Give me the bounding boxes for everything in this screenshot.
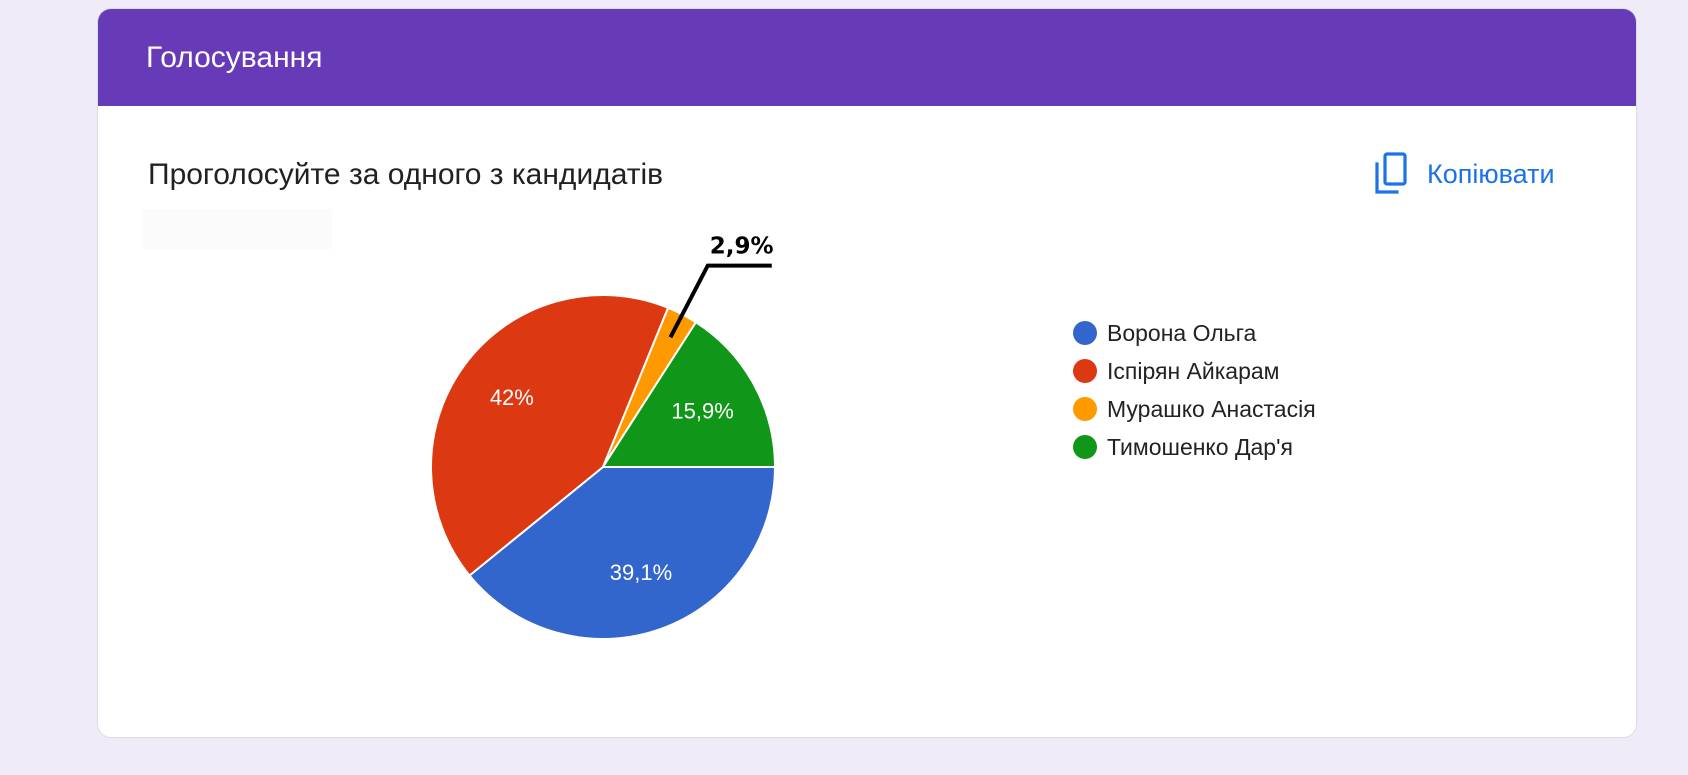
legend-item: Ворона Ольга <box>1073 314 1316 352</box>
legend-label: Мурашко Анастасія <box>1107 395 1316 422</box>
pie-data-label: 39,1% <box>610 560 672 585</box>
pie-slice-1 <box>468 466 777 640</box>
pie-chart: 39,1% 42% 2,9% 15,9% <box>430 234 777 640</box>
pie-slice-2 <box>430 294 670 577</box>
chart-legend: Ворона Ольга Іспірян Айкарам Мурашко Анаст… <box>1073 314 1316 466</box>
copy-icon <box>1373 152 1409 196</box>
legend-swatch <box>1073 397 1097 421</box>
callout-line <box>668 263 772 339</box>
legend-item: Мурашко Анастасія <box>1073 390 1316 428</box>
legend-swatch <box>1073 359 1097 383</box>
pie-data-label: 2,9% <box>710 234 774 260</box>
placeholder-bar <box>142 209 332 249</box>
form-header: Голосування <box>98 9 1636 106</box>
question-title: Проголосуйте за одного з кандидатів <box>148 158 664 191</box>
pie-data-label: 42% <box>490 385 534 410</box>
legend-label: Іспірян Айкарам <box>1107 357 1280 384</box>
copy-button[interactable]: Копіювати <box>1373 149 1555 199</box>
legend-label: Тимошенко Дар'я <box>1107 433 1293 460</box>
form-title: Голосування <box>146 41 323 74</box>
legend-label: Ворона Ольга <box>1107 319 1257 346</box>
question-card: Голосування Проголосуйте за одного з кан… <box>97 8 1637 738</box>
pie-slice-4 <box>601 320 777 468</box>
legend-item: Тимошенко Дар'я <box>1073 428 1316 466</box>
legend-swatch <box>1073 435 1097 459</box>
legend-swatch <box>1073 321 1097 345</box>
copy-label: Копіювати <box>1427 158 1555 189</box>
pie-data-label: 15,9% <box>671 398 733 423</box>
legend-item: Іспірян Айкарам <box>1073 352 1316 390</box>
